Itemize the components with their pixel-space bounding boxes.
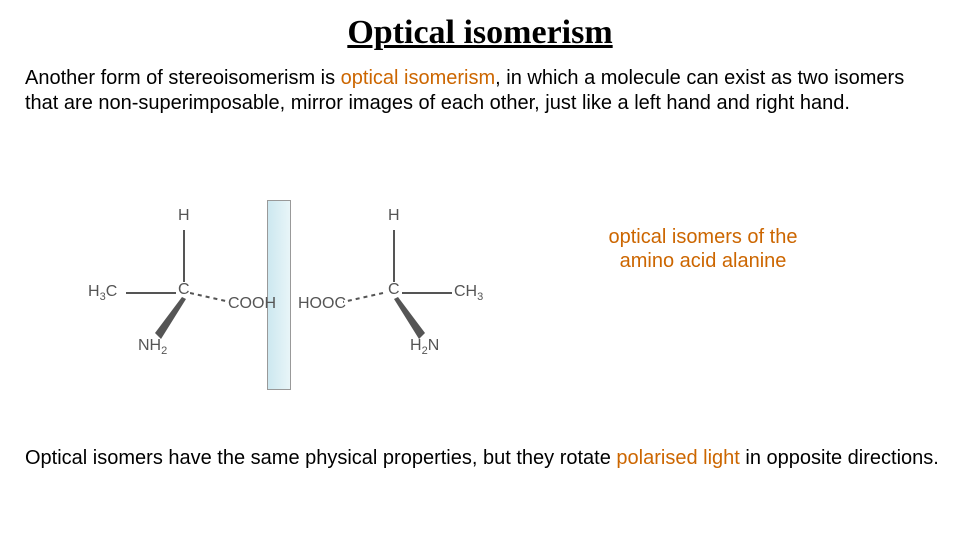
outro-post: in opposite directions. (740, 447, 939, 469)
label-right-cooh: HOOC (298, 295, 346, 313)
label-right-ch3: CH3 (454, 283, 483, 303)
page-title: Optical isomerism (0, 0, 960, 52)
intro-highlight: optical isomerism (341, 67, 495, 89)
caption-line1: optical isomers of the (609, 226, 798, 248)
bond-right-ch (393, 230, 395, 282)
intro-paragraph: Another form of stereoisomerism is optic… (0, 52, 960, 116)
caption-line2: amino acid alanine (620, 250, 787, 272)
intro-pre: Another form of stereoisomerism is (25, 67, 341, 89)
label-right-h: H (388, 207, 400, 225)
outro-highlight: polarised light (616, 447, 739, 469)
label-left-ch3: H3C (88, 283, 117, 303)
bond-left-nh2-wedge (155, 297, 190, 342)
bond-right-cooh-dash (343, 289, 391, 309)
label-right-c: C (388, 281, 400, 299)
bond-right-nh2-wedge (390, 297, 425, 342)
diagram-caption: optical isomers of the amino acid alanin… (578, 225, 828, 273)
label-right-nh2: H2N (410, 337, 439, 357)
bond-left-ch (183, 230, 185, 282)
bond-right-cch3 (402, 292, 452, 294)
outro-pre: Optical isomers have the same physical p… (25, 447, 616, 469)
label-left-cooh: COOH (228, 295, 276, 313)
label-left-h: H (178, 207, 190, 225)
label-left-nh2: NH2 (138, 337, 167, 357)
label-left-c: C (178, 281, 190, 299)
bond-left-cch3 (126, 292, 176, 294)
outro-paragraph: Optical isomers have the same physical p… (25, 446, 940, 471)
molecule-diagram: H C H3C COOH NH2 H C CH3 HOOC H2N (100, 195, 600, 415)
